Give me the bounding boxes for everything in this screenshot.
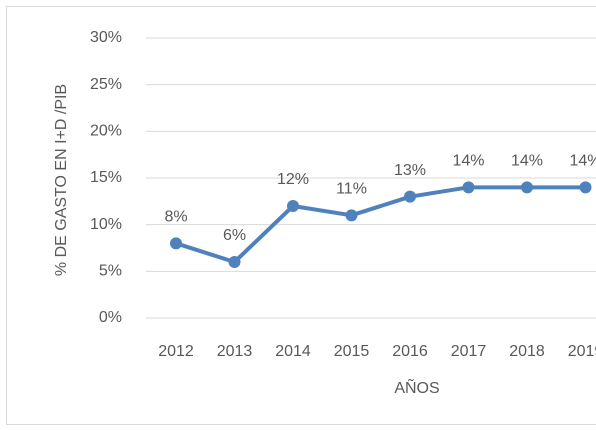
data-label: 14%: [452, 153, 484, 170]
y-tick-label: 25%: [90, 76, 122, 93]
y-tick-label: 10%: [90, 216, 122, 233]
data-label: 13%: [394, 162, 426, 179]
y-tick-label: 5%: [99, 263, 122, 280]
point: [521, 181, 533, 194]
point: [579, 181, 592, 194]
y-tick-label: 20%: [90, 123, 122, 140]
line: [175, 185, 586, 264]
data-label: 14%: [569, 153, 596, 170]
point: [287, 200, 299, 212]
data-label: 11%: [336, 181, 367, 198]
data-label: 8%: [164, 209, 187, 226]
x-tick-label: 2015: [334, 343, 370, 360]
data-label: 12%: [277, 171, 309, 188]
x-tick-label: 2018: [509, 343, 545, 360]
x-tick-label: 2017: [451, 343, 487, 360]
data-label: 6%: [223, 227, 246, 244]
x-tick-label: 2014: [275, 343, 311, 360]
point: [345, 209, 358, 222]
point: [462, 181, 475, 194]
y-tick-label: 30%: [90, 29, 122, 46]
x-tick-label: 2019: [568, 343, 596, 360]
chart-frame: [6, 6, 596, 425]
x-tick-label: 2012: [158, 343, 194, 360]
x-tick-label: 2013: [217, 343, 253, 360]
point: [404, 190, 416, 203]
x-axis-title: AÑOS: [394, 377, 439, 397]
point: [170, 237, 182, 250]
data-label: 14%: [511, 153, 543, 170]
y-axis-title: % DE GASTO EN I+D /PIB: [53, 84, 70, 276]
y-tick-label: 0%: [99, 309, 122, 326]
y-tick-label: 15%: [90, 169, 122, 186]
point: [228, 256, 241, 268]
x-tick-label: 2016: [392, 343, 428, 360]
